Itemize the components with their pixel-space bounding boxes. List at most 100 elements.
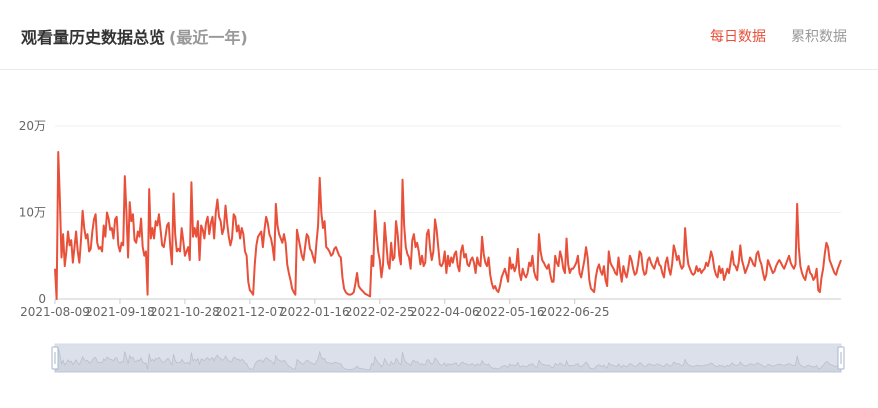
data-point [823,252,827,256]
data-point [209,221,213,225]
data-point [183,254,187,258]
data-point [561,267,565,271]
data-point [115,215,119,219]
data-point [295,228,299,232]
data-point [720,267,724,271]
data-point [707,258,711,262]
data-point [235,230,239,234]
data-point [482,252,486,256]
data-point [537,232,541,236]
data-point [524,275,528,279]
data-point [636,262,640,266]
data-point [60,255,64,259]
data-point [339,255,343,259]
data-point [649,261,653,265]
data-point [64,249,68,253]
data-point [655,255,659,259]
data-point [737,261,741,265]
data-point [789,261,793,265]
data-point [199,223,203,227]
data-point [820,275,824,279]
data-point [378,258,382,262]
data-point [605,284,609,288]
data-point [139,217,143,221]
data-point [334,245,338,249]
data-point [261,245,265,249]
data-point [490,281,494,285]
data-point [500,275,504,279]
data-point [623,271,627,275]
data-point [475,255,479,259]
data-point [821,267,825,271]
data-point [681,264,685,268]
data-point [797,245,801,249]
data-point [556,264,560,268]
data-point [399,262,403,266]
data-point [688,267,692,271]
data-point [620,280,624,284]
data-point [810,273,814,277]
data-point [262,228,266,232]
data-point [509,267,513,271]
data-point [63,264,67,268]
data-point [621,264,625,268]
data-point [388,267,392,271]
data-point [85,232,89,236]
data-point [659,264,663,268]
data-point [150,226,154,230]
data-point [703,267,707,271]
data-point [84,236,88,240]
data-point [599,269,603,273]
data-point [618,269,622,273]
data-point [665,255,669,259]
data-point [430,258,434,262]
data-point [792,267,796,271]
data-point [496,290,500,294]
data-point [303,245,307,249]
data-point [189,180,193,184]
data-point [82,226,86,230]
data-point [685,249,689,253]
data-point [712,267,716,271]
data-point [66,230,70,234]
data-point [532,269,536,273]
data-point [188,258,192,262]
data-point [506,280,510,284]
data-point [444,271,448,275]
data-point [311,255,315,259]
data-point [293,293,297,297]
y-tick-label: 10万 [19,206,46,220]
data-point [219,219,223,223]
data-point [552,280,556,284]
data-point [670,262,674,266]
tab-cumulative-data[interactable]: 累积数据 [791,29,847,45]
data-point [355,271,359,275]
data-point [514,264,518,268]
data-point [323,219,327,223]
data-point [72,245,76,249]
data-point [141,245,145,249]
data-point [431,249,435,253]
data-point [730,249,734,253]
data-point [370,254,374,258]
data-point [100,249,104,253]
data-point [667,267,671,271]
data-point [134,241,138,245]
tab-daily-data[interactable]: 每日数据 [710,29,766,45]
data-point [565,236,569,240]
data-point [95,241,99,245]
data-point [279,236,283,240]
data-point [677,254,681,258]
y-tick-label: 0 [38,292,46,306]
data-point [202,236,206,240]
data-point [131,212,135,216]
data-point [414,245,418,249]
data-point [711,255,715,259]
data-point [758,258,762,262]
data-point [290,287,294,291]
data-point [818,290,822,294]
data-point [746,262,750,266]
data-point [123,174,127,178]
data-point [178,249,182,253]
data-point [733,264,737,268]
